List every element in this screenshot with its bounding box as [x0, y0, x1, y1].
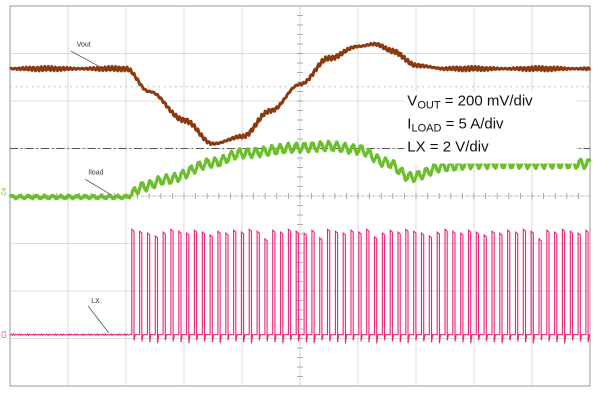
channel-markers: C4 C1	[2, 187, 8, 338]
trace-label-iload: Iload	[88, 170, 103, 177]
scale-legend-entry: VOUT = 200 mV/div	[407, 92, 533, 111]
trace-label-leader	[85, 179, 112, 196]
traces	[8, 41, 592, 344]
legend-background	[404, 91, 577, 164]
scale-legend: VOUT = 200 mV/div ILOAD = 5 A/div LX = 2 V…	[404, 91, 577, 164]
lx-trace	[9, 228, 590, 344]
trace-labels: Vout Iload LX	[70, 41, 112, 334]
vout-trace	[9, 41, 592, 146]
trace-label-leader	[87, 305, 109, 334]
channel-marker: C4	[2, 187, 8, 195]
trace-label-lx: LX	[91, 298, 100, 305]
iload-trace	[8, 139, 592, 201]
trace-label-leader	[70, 50, 101, 68]
trace-label-vout: Vout	[77, 41, 91, 48]
channel-marker: C1	[2, 330, 8, 338]
scale-legend-entry: ILOAD = 5 A/div	[407, 115, 504, 134]
scale-legend-entry: LX = 2 V/div	[407, 138, 489, 155]
